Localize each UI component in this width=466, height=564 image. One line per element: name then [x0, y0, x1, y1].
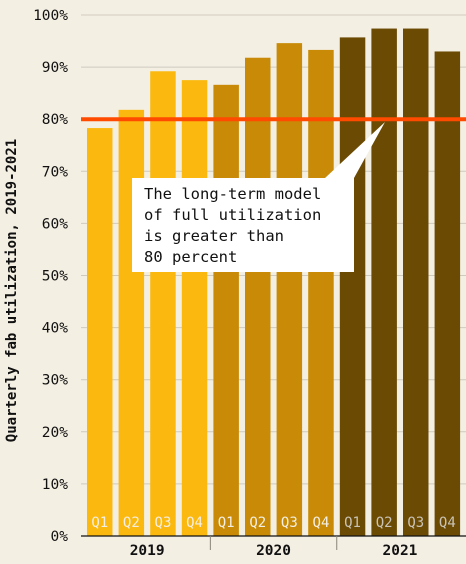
bar [277, 43, 303, 536]
y-tick-label: 90% [42, 60, 68, 76]
year-label: 2019 [130, 543, 165, 559]
annotation-callout: The long-term model of full utilization … [132, 178, 354, 272]
bar-category-label: Q3 [407, 515, 424, 531]
bar-category-label: Q2 [376, 515, 393, 531]
bar-category-label: Q2 [249, 515, 266, 531]
bar [371, 29, 397, 536]
bar-category-label: Q1 [344, 515, 361, 531]
y-tick-label: 0% [51, 529, 69, 545]
year-label: 2020 [256, 543, 291, 559]
bar [245, 58, 271, 536]
y-tick-label: 30% [42, 373, 68, 389]
bar-category-label: Q1 [218, 515, 235, 531]
y-tick-label: 50% [42, 269, 68, 285]
bar-category-label: Q3 [155, 515, 172, 531]
y-axis-title: Quarterly fab utilization, 2019-2021 [4, 139, 20, 442]
bar [87, 128, 113, 536]
bar-category-label: Q1 [91, 515, 108, 531]
bar [308, 50, 334, 536]
bar [435, 51, 461, 536]
bar-category-label: Q3 [281, 515, 298, 531]
y-tick-label: 10% [42, 477, 68, 493]
bar [119, 110, 145, 536]
y-tick-label: 40% [42, 321, 68, 337]
y-tick-label: 70% [42, 164, 68, 180]
y-tick-label: 60% [42, 216, 68, 232]
y-tick-label: 20% [42, 425, 68, 441]
year-label: 2021 [382, 543, 417, 559]
y-tick-label: 100% [33, 8, 68, 24]
y-tick-label: 80% [42, 112, 68, 128]
bar [340, 37, 366, 536]
bar [150, 71, 176, 536]
bar-category-label: Q4 [313, 515, 330, 531]
bar [213, 85, 239, 536]
bar-category-label: Q4 [186, 515, 203, 531]
bar [182, 80, 208, 536]
bar-category-label: Q4 [439, 515, 456, 531]
bar-category-label: Q2 [123, 515, 140, 531]
bar [403, 29, 429, 536]
